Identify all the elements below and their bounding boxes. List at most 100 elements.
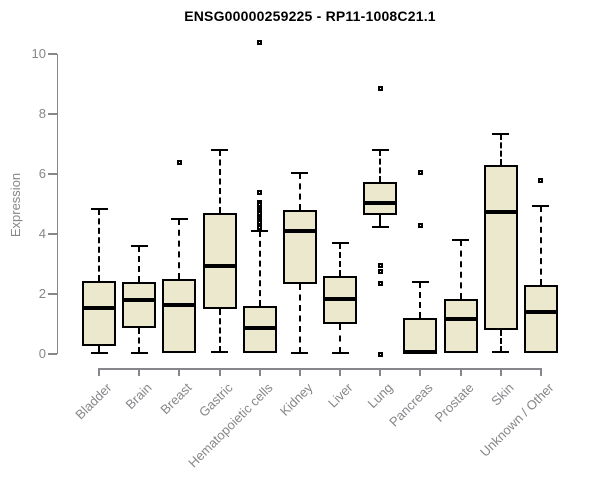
whisker-cap-upper <box>492 132 510 135</box>
y-tick <box>47 53 57 55</box>
whisker-cap-upper <box>130 245 148 247</box>
box <box>363 181 398 215</box>
y-tick-label: 0 <box>38 346 46 361</box>
chart-title: ENSG00000259225 - RP11-1008C21.1 <box>184 8 436 24</box>
outlier-point <box>377 86 383 91</box>
x-tick <box>258 368 261 376</box>
box <box>483 165 518 330</box>
whisker-cap-lower <box>211 350 229 353</box>
x-axis-line <box>98 368 542 370</box>
whisker-cap-upper <box>452 239 470 241</box>
median-line <box>282 229 317 233</box>
x-tick <box>98 368 100 376</box>
whisker-cap-lower <box>130 352 148 355</box>
outlier-point <box>377 263 383 268</box>
box <box>202 213 237 309</box>
x-tick <box>218 368 221 376</box>
whisker-cap-lower <box>331 352 349 355</box>
x-tick <box>178 368 181 376</box>
whisker-cap-upper <box>211 149 229 151</box>
y-tick <box>47 113 57 115</box>
median-line <box>242 325 277 330</box>
x-tick <box>379 368 382 376</box>
y-tick-label: 10 <box>31 46 46 61</box>
whisker-upper <box>258 231 261 306</box>
whisker-cap-lower <box>371 225 389 228</box>
whisker-lower <box>499 330 502 352</box>
median-line <box>202 263 237 268</box>
median-line <box>443 316 478 321</box>
whisker-cap-upper <box>371 149 389 151</box>
y-tick-label: 2 <box>38 286 46 301</box>
y-tick-label: 4 <box>38 226 46 241</box>
whisker-upper <box>459 240 462 299</box>
whisker-cap-upper <box>90 207 108 210</box>
outlier-point <box>377 269 383 274</box>
median-line <box>162 302 197 307</box>
x-tick <box>499 368 502 376</box>
whisker-upper <box>218 150 221 213</box>
median-line <box>122 298 157 302</box>
y-tick-label: 6 <box>38 166 46 181</box>
whisker-upper <box>539 205 542 285</box>
median-line <box>323 296 358 301</box>
whisker-lower <box>379 214 382 227</box>
x-tick <box>298 368 301 376</box>
box <box>523 285 558 353</box>
whisker-cap-lower <box>291 352 309 355</box>
whisker-cap-lower <box>492 350 510 353</box>
whisker-upper <box>298 172 301 210</box>
whisker-lower <box>298 283 301 354</box>
outlier-point <box>176 159 182 165</box>
whisker-upper <box>339 243 342 276</box>
whisker-upper <box>178 219 181 279</box>
x-tick <box>339 368 342 376</box>
whisker-cap-upper <box>331 242 349 244</box>
box <box>443 298 478 354</box>
y-tick <box>47 293 57 295</box>
y-tick <box>47 353 57 355</box>
median-line <box>523 310 558 314</box>
y-tick <box>47 173 57 175</box>
x-tick <box>459 368 462 376</box>
whisker-cap-upper <box>170 218 188 220</box>
whisker-upper <box>499 133 502 165</box>
outlier-point <box>257 39 263 45</box>
x-tick <box>138 368 141 376</box>
outlier-point <box>257 189 263 195</box>
box <box>82 280 116 346</box>
median-line <box>483 209 518 214</box>
outlier-point <box>257 224 263 230</box>
whisker-upper <box>379 150 382 182</box>
whisker-lower <box>218 309 221 352</box>
box <box>282 210 317 284</box>
y-axis-line <box>56 54 58 354</box>
whisker-cap-upper <box>411 281 429 283</box>
x-tick <box>419 368 422 376</box>
outlier-point <box>377 281 383 286</box>
outlier-point <box>377 351 383 357</box>
x-tick <box>539 368 542 376</box>
median-line <box>82 305 116 310</box>
whisker-lower <box>339 324 342 354</box>
y-tick <box>47 233 57 235</box>
whisker-upper <box>419 282 422 318</box>
median-line <box>403 349 438 354</box>
whisker-cap-upper <box>291 171 309 174</box>
whisker-upper <box>138 246 141 282</box>
y-tick-label: 8 <box>38 106 46 121</box>
whisker-cap-upper <box>532 204 550 207</box>
whisker-cap-lower <box>90 352 108 355</box>
whisker-lower <box>138 327 141 354</box>
whisker-upper <box>98 208 100 281</box>
box <box>162 279 197 353</box>
outlier-point <box>538 177 544 183</box>
box <box>122 282 157 328</box>
median-line <box>363 200 398 205</box>
outlier-point <box>417 170 423 175</box>
box <box>403 318 438 354</box>
whisker-lower <box>98 345 100 354</box>
y-axis-label: Expression <box>8 172 23 238</box>
outlier-point <box>417 222 423 228</box>
